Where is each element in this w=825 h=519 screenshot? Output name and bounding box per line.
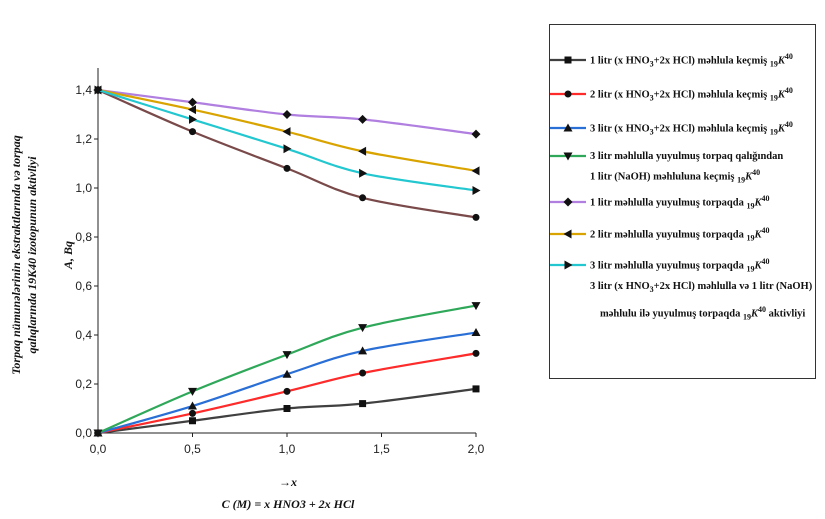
legend-label: 3 litr məhlulla yuyulmuş torpaqda 19K40 [590, 257, 770, 274]
legend-swatch [550, 56, 586, 64]
legend-swatch [550, 90, 586, 98]
data-point [188, 387, 197, 396]
series-6 [93, 85, 480, 176]
axes [94, 68, 477, 437]
data-point [358, 324, 368, 333]
y-axis-unit: A, Bq [61, 241, 75, 270]
legend-label: 3 litr (x HNO3+2x HCl) məhlula keçmiş 19… [590, 120, 793, 137]
legend-label: 1 litr (x HNO3+2x HCl) məhlula keçmiş 19… [590, 52, 793, 69]
legend-item-5: 1 litr məhlulla yuyulmuş torpaqda 19K40 [550, 194, 769, 211]
data-point [283, 405, 291, 412]
y-tick-label: 1,2 [75, 132, 92, 146]
legend-swatch [550, 123, 586, 132]
y-axis-label: Torpaq nümunələrinin ekstraktlarında və … [9, 135, 39, 375]
series-line [97, 331, 477, 435]
data-point [471, 166, 480, 176]
legend-item-4: 3 litr məhlulla yuyulmuş torpaq qalığınd… [550, 149, 783, 163]
legend-item-2: 2 litr (x HNO3+2x HCl) məhlula keçmiş 19… [550, 86, 793, 103]
x-axis-label: C (M) = x HNO3 + 2x HCl [222, 497, 355, 511]
y-tick-label: 1,0 [75, 181, 92, 195]
legend-swatch-marker [564, 56, 572, 64]
tick-labels: 0,0 0,2 0,4 0,6 0,8 1,0 1,2 1,4 0,0 0,5 1,0 1,5 2,0 [75, 83, 484, 456]
series-line [97, 304, 477, 435]
legend-label: 1 litr məhlulla yuyulmuş torpaqda 19K40 [590, 194, 770, 211]
data-point [188, 105, 196, 115]
data-point [358, 114, 368, 124]
data-point [358, 346, 368, 355]
x-tick-label: 0,0 [90, 442, 107, 456]
data-point [359, 194, 367, 202]
legend-item-7: 3 litr məhlulla yuyulmuş torpaqda 19K40 [550, 257, 769, 274]
series-2 [94, 349, 480, 437]
legend-swatch [550, 260, 586, 270]
series-layer [93, 85, 481, 438]
legend-note-line-2: məhlulu ilə yuyulmuş torpaqda 19K40 akti… [600, 305, 806, 322]
x-tick-label: 1,0 [279, 442, 296, 456]
data-point [471, 328, 481, 337]
legend-swatch-marker [563, 152, 573, 161]
x-axis-arrow: →x [279, 475, 297, 489]
data-point [359, 369, 367, 377]
data-point [282, 369, 292, 378]
data-point [189, 409, 196, 417]
legend-swatch-marker [563, 123, 573, 132]
x-tick-label: 1,5 [373, 442, 390, 456]
legend-note-line-1: 3 litr (x HNO3+2x HCl) məhlulla və 1 lit… [590, 281, 813, 295]
legend-swatch [550, 152, 586, 161]
data-point [282, 127, 291, 137]
y-tick-label: 0,4 [75, 328, 92, 342]
data-point [282, 110, 292, 119]
legend-item-1: 1 litr (x HNO3+2x HCl) məhlula keçmiş 19… [550, 52, 793, 69]
y-tick-label: 0,8 [75, 230, 92, 244]
legend-label-continuation: 1 litr (NaOH) məhluluna keçmiş 19K40 [590, 168, 761, 185]
series-7 [94, 85, 481, 195]
data-point [359, 168, 368, 178]
data-point [471, 302, 481, 311]
legend-swatch-marker [564, 260, 573, 270]
legend-item-6: 2 litr məhlulla yuyulmuş torpaqda 19K40 [550, 226, 769, 243]
y-tick-label: 0,6 [75, 279, 92, 293]
data-point [472, 385, 480, 393]
legend-swatch-marker [564, 90, 572, 98]
series-line [97, 88, 477, 219]
data-point [94, 85, 103, 95]
legend-item-3: 3 litr (x HNO3+2x HCl) məhlula keçmiş 19… [550, 120, 793, 137]
series-4 [93, 302, 481, 438]
series-line [97, 88, 477, 192]
data-point [472, 213, 480, 221]
x-tick-label: 0,5 [184, 442, 201, 456]
legend-swatch [550, 197, 586, 207]
data-point [189, 417, 196, 425]
legend-swatch [550, 229, 586, 239]
data-point [359, 400, 367, 408]
data-point [282, 351, 292, 360]
x-tick-label: 2,0 [468, 442, 485, 456]
y-tick-label: 0,0 [75, 426, 92, 440]
y-tick-label: 1,4 [75, 83, 92, 97]
data-point [283, 144, 292, 154]
legend-label: 3 litr məhlulla yuyulmuş torpaq qalığınd… [590, 150, 784, 162]
data-point [472, 185, 481, 195]
data-point [93, 429, 103, 438]
legend-swatch-marker [563, 197, 573, 207]
data-point [283, 387, 291, 395]
data-point [189, 114, 197, 124]
data-point [471, 129, 481, 139]
legend: 1 litr (x HNO3+2x HCl) məhlula keçmiş 19… [549, 24, 816, 379]
data-point [189, 128, 196, 136]
data-point [472, 349, 480, 357]
series-3 [93, 328, 481, 437]
y-axis-label-line-2: qalıqlarında 19K40 izotopunun aktivliyi [25, 156, 39, 354]
data-point [358, 146, 367, 156]
data-point [188, 401, 197, 410]
legend-label: 2 litr (x HNO3+2x HCl) məhlula keçmiş 19… [590, 86, 793, 103]
y-axis-label-line-1: Torpaq nümunələrinin ekstraktlarında və … [9, 135, 23, 375]
legend-label: 2 litr məhlulla yuyulmuş torpaqda 19K40 [590, 226, 770, 243]
y-tick-label: 0,2 [75, 377, 92, 391]
legend-swatch-marker [563, 229, 572, 239]
data-point [283, 164, 291, 172]
data-point [188, 97, 197, 107]
